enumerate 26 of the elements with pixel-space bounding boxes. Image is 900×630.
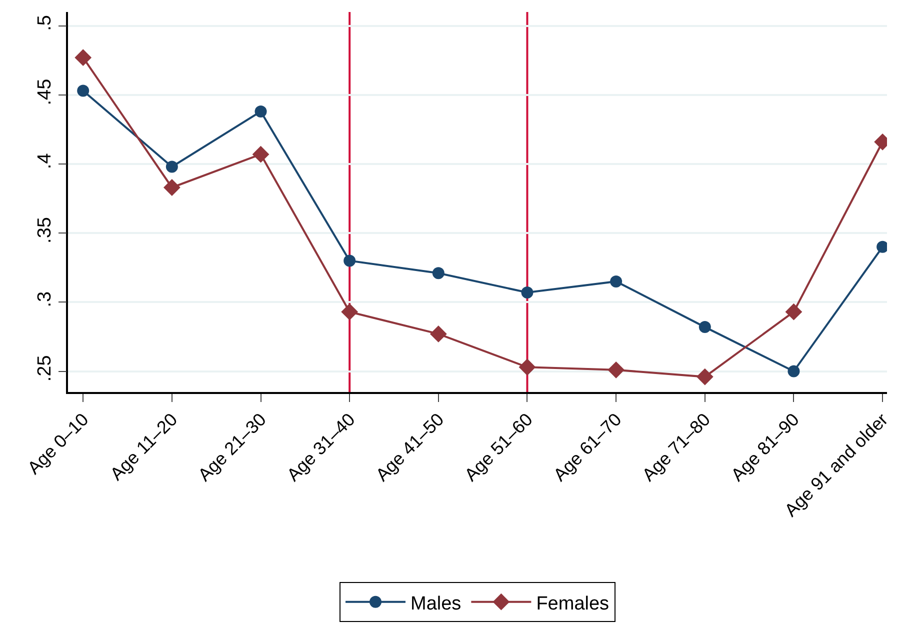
point <box>785 303 802 320</box>
point <box>521 286 534 299</box>
point <box>252 146 270 163</box>
y-tick-label: .4 <box>34 152 56 170</box>
point <box>430 326 447 342</box>
point <box>610 275 622 288</box>
point <box>788 365 800 378</box>
y-tick-label: .45 <box>34 78 56 106</box>
legend-label: Females <box>536 593 610 614</box>
point <box>74 49 92 66</box>
point <box>341 303 358 320</box>
point <box>344 254 356 267</box>
point <box>696 368 714 386</box>
point <box>518 358 536 376</box>
point <box>432 267 444 280</box>
point <box>77 84 90 97</box>
y-tick-label: .5 <box>34 15 56 31</box>
point <box>163 179 180 196</box>
point <box>698 321 711 334</box>
y-tick-label: .35 <box>34 217 56 244</box>
legend-label: Males <box>410 593 462 614</box>
y-tick-label: .25 <box>34 355 56 382</box>
point <box>254 105 267 118</box>
y-tick-label: .3 <box>34 291 56 308</box>
point <box>166 160 178 173</box>
point <box>608 361 625 378</box>
